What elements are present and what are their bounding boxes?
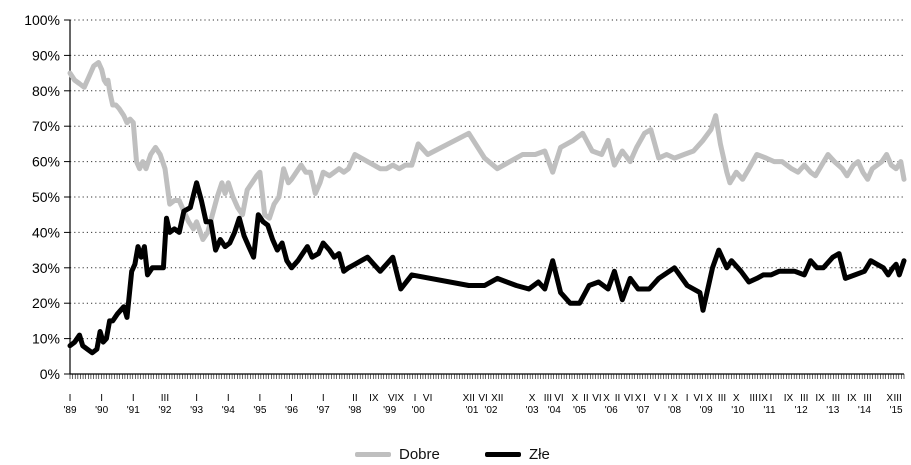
x-year-label: '95 [253,405,266,416]
x-month-label: I [259,393,262,404]
x-month-label: I [664,393,667,404]
x-month-label: X [603,393,610,404]
x-month-label: III [544,393,552,404]
x-year-label: '05 [573,405,586,416]
x-month-label: X [706,393,713,404]
x-month-label: III [800,393,808,404]
x-month-label: I [770,393,773,404]
x-year-label: '12 [795,405,808,416]
x-year-label: '04 [548,405,561,416]
x-month-label: X [671,393,678,404]
x-year-label: '99 [383,405,396,416]
x-year-label: '08 [668,405,681,416]
series-lines [67,60,907,356]
legend-swatch-dobre [355,451,391,457]
x-month-label: I [643,393,646,404]
series-line-dobre [67,60,907,242]
legend-item-zle: Złe [485,444,550,464]
x-month-label: I [414,393,417,404]
x-month-label: I [195,393,198,404]
x-year-label: '02 [484,405,497,416]
y-tick-label: 70% [32,118,60,134]
x-year-label: '10 [731,405,744,416]
x-year-label: '89 [63,405,76,416]
x-year-label: '92 [158,405,171,416]
legend-label-dobre: Dobre [399,445,440,463]
y-tick-label: 10% [32,331,60,347]
x-month-label: III [718,393,726,404]
x-month-label: IX [758,393,768,404]
x-month-label: I [322,393,325,404]
y-axis: 0% 10% 20% 30% 40% 50% 60% 70% 80% 90% 100% [24,12,71,382]
x-year-label: '96 [285,405,298,416]
x-year-label: '11 [763,405,776,416]
x-month-label: VI [592,393,601,404]
x-month-label: II [583,393,589,404]
x-year-label: '00 [412,405,425,416]
x-month-label: I [100,393,103,404]
legend: Dobre Złe [0,444,911,464]
gridlines [70,19,904,340]
x-year-label: '01 [465,405,478,416]
series-line-zle [67,180,907,356]
x-axis: I I I III I I I I I II IX VIX I VI XII VI XII X III VI X II VI… [63,373,905,416]
x-month-label: X [886,393,893,404]
y-tick-label: 50% [32,189,60,205]
x-month-label: I [69,393,72,404]
x-year-label: '09 [700,405,713,416]
x-year-label: '15 [890,405,903,416]
x-month-label: VI [624,393,633,404]
y-tick-label: 20% [32,295,60,311]
x-month-label: VI [694,393,703,404]
x-month-label: VIX [388,393,404,404]
x-year-label: '97 [317,405,330,416]
x-month-label: VI [554,393,563,404]
x-year-label: '90 [95,405,108,416]
x-month-label: VI [423,393,432,404]
x-year-label: '98 [348,405,361,416]
x-month-label: XII [463,393,475,404]
legend-item-dobre: Dobre [355,444,440,464]
y-tick-label: 90% [32,47,60,63]
x-year-label: '93 [190,405,203,416]
x-year-label: '13 [826,405,839,416]
x-year-label: '14 [858,405,871,416]
x-month-label: X [733,393,740,404]
x-month-label: IX [815,393,825,404]
x-month-label: III [749,393,757,404]
y-tick-label: 60% [32,154,60,170]
x-month-label: XII [491,393,503,404]
x-year-label: '91 [127,405,140,416]
y-tick-label: 80% [32,83,60,99]
x-month-label: I [227,393,230,404]
x-month-label: IX [369,393,379,404]
y-tick-label: 40% [32,224,60,240]
x-month-label: X [529,393,536,404]
x-year-label: '94 [222,405,235,416]
x-month-label: III [161,393,169,404]
x-month-label: X [571,393,578,404]
x-month-label: IX [784,393,794,404]
legend-label-zle: Złe [529,445,550,463]
x-month-label: I [132,393,135,404]
legend-swatch-zle [485,451,521,457]
x-month-label: II [615,393,621,404]
x-year-label: '06 [605,405,618,416]
y-tick-label: 100% [24,12,60,28]
x-month-label: I [290,393,293,404]
x-month-label: IX [847,393,857,404]
x-month-label: III [863,393,871,404]
x-month-label: II [352,393,358,404]
x-month-label: III [893,393,901,404]
x-month-label: VI [478,393,487,404]
x-year-label: '07 [636,405,649,416]
x-year-label: '03 [526,405,539,416]
x-month-label: X [635,393,642,404]
x-month-label: III [832,393,840,404]
x-month-label: V [654,393,661,404]
x-month-label: I [686,393,689,404]
y-tick-label: 30% [32,260,60,276]
y-tick-label: 0% [40,366,60,382]
